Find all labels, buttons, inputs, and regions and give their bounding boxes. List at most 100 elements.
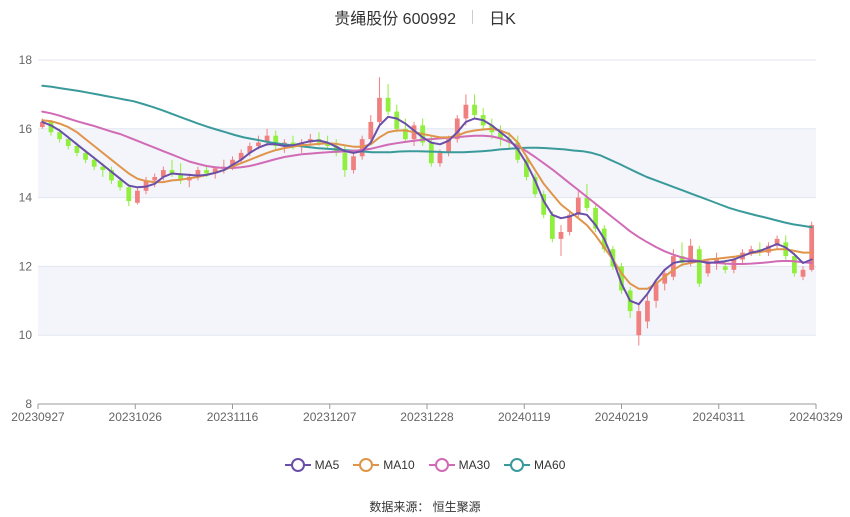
candle-body <box>126 187 132 202</box>
candle-body <box>584 197 590 208</box>
candle-body <box>394 111 400 129</box>
candle-body <box>169 170 175 174</box>
x-tick-label: 20231207 <box>303 410 357 424</box>
candle-body <box>135 190 140 203</box>
candle-body <box>619 266 624 291</box>
candle-body <box>160 170 166 177</box>
candle-body <box>679 256 685 263</box>
legend-marker-ma30 <box>428 458 455 472</box>
x-tick-label: 20231026 <box>109 410 163 424</box>
candle-body <box>670 256 676 277</box>
legend-marker-ma60 <box>504 458 531 472</box>
legend: MA5 MA10 MA30 MA60 <box>0 458 850 472</box>
candle-body <box>428 142 434 164</box>
candle-body <box>748 249 754 253</box>
data-source: 数据来源： 恒生聚源 <box>369 500 481 514</box>
candle-body <box>532 176 538 195</box>
candle-body <box>238 152 244 160</box>
candle-body <box>575 197 581 215</box>
candle-body <box>498 132 503 140</box>
legend-item-ma10[interactable]: MA10 <box>353 458 415 472</box>
grid-band <box>38 266 816 336</box>
candle-body <box>446 139 451 153</box>
candle-body <box>662 273 668 284</box>
candle-body <box>541 194 547 215</box>
title-separator <box>472 10 474 24</box>
legend-label-ma30: MA30 <box>458 458 491 472</box>
candle-body <box>117 180 123 188</box>
legend-item-ma5[interactable]: MA5 <box>284 458 340 472</box>
candle-body <box>809 225 815 270</box>
candle-body <box>359 139 365 157</box>
legend-label-ma10: MA10 <box>383 458 415 472</box>
candle-body <box>48 121 54 133</box>
candle-body <box>567 214 573 232</box>
candle-body <box>472 104 477 116</box>
x-tick-label: 20230927 <box>11 410 65 424</box>
y-tick-label: 18 <box>19 53 33 67</box>
legend-marker-ma5 <box>284 458 311 472</box>
candle-body <box>403 128 408 140</box>
candle-body <box>705 262 711 274</box>
x-tick-label: 20231116 <box>207 410 259 424</box>
candle-body <box>368 121 374 140</box>
candle-body <box>256 142 261 146</box>
y-tick-label: 16 <box>19 122 33 136</box>
candle-body <box>143 180 149 191</box>
stock-name: 贵绳股份 600992 <box>334 11 457 28</box>
candle-body <box>385 97 391 112</box>
candle-body <box>645 300 650 322</box>
legend-label-ma5: MA5 <box>314 458 340 472</box>
legend-label-ma60: MA60 <box>534 458 566 472</box>
candle-body <box>325 142 330 146</box>
candle-body <box>342 152 348 171</box>
candle-body <box>722 266 728 270</box>
candle-body <box>351 156 356 171</box>
candle-body <box>152 176 158 181</box>
period-label: 日K <box>489 11 516 28</box>
candle-body <box>636 311 642 336</box>
x-tick-label: 20240219 <box>595 410 649 424</box>
candle-body <box>247 146 253 153</box>
candle-body <box>204 170 209 174</box>
candle-body <box>558 232 564 239</box>
y-tick-label: 8 <box>25 397 32 411</box>
candle-body <box>524 159 529 177</box>
candle-body <box>696 249 702 284</box>
candle-body <box>437 152 443 164</box>
candle-body <box>766 245 771 253</box>
y-tick-label: 14 <box>19 191 33 205</box>
y-tick-label: 12 <box>19 259 33 273</box>
candle-body <box>653 283 659 301</box>
candle-body <box>91 159 97 167</box>
candle-body <box>800 269 806 277</box>
candle-body <box>774 238 780 246</box>
legend-marker-ma10 <box>353 458 380 472</box>
candle-body <box>100 166 106 171</box>
candle-body <box>39 121 45 128</box>
x-tick-label: 20240329 <box>789 410 843 424</box>
candle-body <box>178 173 184 181</box>
candle-body <box>57 132 62 140</box>
candle-body <box>65 139 71 146</box>
x-tick-label: 20231228 <box>400 410 454 424</box>
ma60-line <box>41 84 813 229</box>
candle-body <box>299 142 305 146</box>
ma5-line <box>41 115 813 306</box>
candle-body <box>377 97 382 122</box>
x-tick-label: 20240311 <box>693 410 746 424</box>
candle-body <box>792 256 797 274</box>
candle-body <box>454 118 460 140</box>
candle-body <box>593 207 598 229</box>
legend-item-ma30[interactable]: MA30 <box>428 458 491 472</box>
candle-body <box>109 170 114 181</box>
candle-body <box>688 245 694 263</box>
legend-item-ma60[interactable]: MA60 <box>504 458 565 472</box>
candle-body <box>212 168 218 174</box>
candle-body <box>83 152 88 160</box>
candle-body <box>273 135 279 146</box>
x-tick-label: 20240119 <box>498 410 551 424</box>
chart-title: 贵绳股份 600992 日K <box>0 6 850 28</box>
candle-body <box>264 135 270 143</box>
